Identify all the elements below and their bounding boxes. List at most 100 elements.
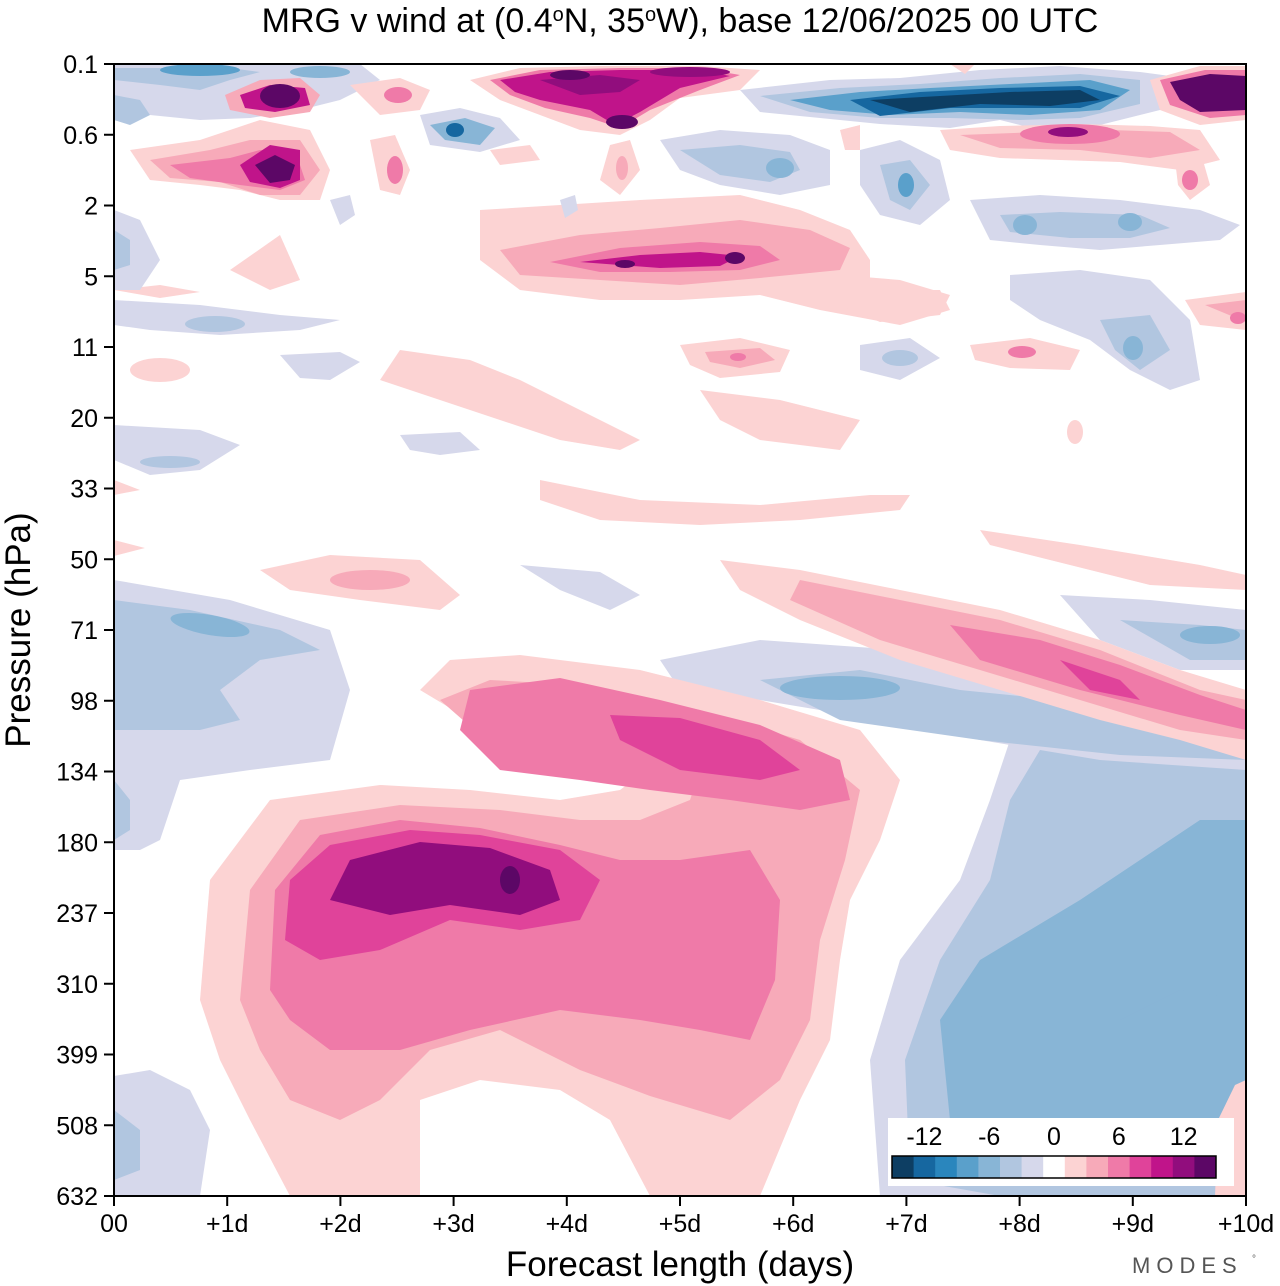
contour-region (766, 158, 794, 178)
y-tick-label: 134 (56, 759, 98, 787)
x-tick-label: 00 (100, 1210, 128, 1238)
contour-region (840, 125, 860, 150)
contour-region (114, 480, 140, 495)
contour-region (960, 130, 1200, 158)
colorbar-tick-label: 0 (1047, 1123, 1061, 1151)
contour-region (114, 230, 130, 270)
colorbar-cell (892, 1156, 914, 1178)
y-tick-label: 0.1 (63, 51, 98, 79)
x-tick-label: +10d (1218, 1210, 1274, 1238)
y-axis: 0.1 0.6 2 5 11 20 33 50 71 98 134 180 237 310 399 508 63… (56, 51, 114, 1211)
contour-region (520, 565, 640, 610)
y-tick-label: 632 (56, 1183, 98, 1211)
contour-region (330, 570, 410, 590)
contour-region (280, 352, 360, 380)
contour-region (114, 95, 150, 125)
contour-region (380, 350, 640, 450)
contour-region (840, 275, 950, 322)
contour-region (1013, 215, 1037, 235)
contour-region (1182, 170, 1198, 190)
contour-region (1123, 336, 1143, 360)
x-tick-label: +6d (772, 1210, 814, 1238)
contour-region (650, 67, 730, 77)
colorbar-tick-label: 12 (1170, 1123, 1198, 1151)
contour-region (255, 155, 295, 183)
colorbar-tick-label: -6 (978, 1123, 1000, 1151)
y-tick-label: 2 (84, 193, 98, 221)
x-tick-label: +9d (1112, 1210, 1154, 1238)
contour-region (114, 600, 320, 730)
contour-region (610, 715, 800, 780)
colorbar-tick-label: 6 (1112, 1123, 1126, 1151)
colorbar-cell (1151, 1156, 1174, 1178)
contour-region (185, 316, 245, 332)
y-tick-label: 399 (56, 1042, 98, 1070)
contour-region (1008, 346, 1036, 358)
contour-region (700, 390, 860, 450)
contour-region (980, 530, 1246, 590)
contour-region (500, 866, 520, 894)
contour-region (140, 456, 200, 468)
contour-region (780, 676, 900, 700)
colorbar-cell (1064, 1156, 1087, 1178)
contour-region (290, 66, 350, 78)
x-tick-label: +4d (546, 1210, 588, 1238)
contour-region (1060, 660, 1140, 700)
chart-title: MRG v wind at (0.4oN, 35oW), base 12/06/… (262, 2, 1099, 40)
y-tick-label: 508 (56, 1112, 98, 1140)
contour-region (170, 612, 250, 638)
colorbar-cell (935, 1156, 958, 1178)
contour-region (1180, 626, 1240, 644)
contour-region (330, 842, 560, 915)
contour-region (1118, 213, 1142, 231)
contour-region (114, 780, 130, 840)
contour-region (540, 75, 640, 95)
colorbar-cell (1021, 1156, 1044, 1178)
contour-region (725, 252, 745, 264)
x-tick-label: +3d (432, 1210, 474, 1238)
contour-region (384, 87, 412, 103)
y-tick-label: 0.6 (63, 122, 98, 150)
modes-brand: MODES (1132, 1253, 1243, 1278)
x-tick-label: +8d (998, 1210, 1040, 1238)
contour-region (950, 64, 975, 74)
contour-region (160, 64, 240, 76)
contour-region (550, 70, 590, 80)
x-tick-label: +1d (206, 1210, 248, 1238)
contour-region (882, 350, 918, 366)
contour-region (387, 156, 403, 184)
colorbar-cell (978, 1156, 1001, 1178)
y-tick-label: 310 (56, 971, 98, 999)
colorbar-tick-label: -12 (906, 1123, 942, 1151)
x-tick-label: +7d (885, 1210, 927, 1238)
contour-region (114, 1110, 140, 1180)
colorbar-cell (1194, 1156, 1217, 1178)
contour-region (446, 123, 464, 137)
y-tick-label: 11 (72, 334, 98, 362)
x-axis: 00 +1d +2d +3d +4d +5d +6d +7d +8d +9d +10d (100, 1196, 1274, 1238)
contour-region (898, 173, 914, 197)
y-tick-label: 50 (70, 546, 98, 574)
contour-region (260, 84, 300, 108)
colorbar-cell (1000, 1156, 1022, 1178)
colorbar: -12 -6 0 6 12 (888, 1118, 1234, 1186)
contour-region (606, 115, 638, 129)
brand-registered-mark: ° (1252, 1254, 1256, 1265)
y-tick-label: 237 (56, 900, 98, 928)
colorbar-cell (956, 1156, 979, 1178)
contour-region (1048, 127, 1088, 137)
x-tick-label: +2d (319, 1210, 361, 1238)
contour-region (114, 210, 160, 290)
plot-area (114, 64, 1246, 1196)
contour-region (330, 195, 355, 225)
contour-region (230, 235, 300, 290)
contour-region (1230, 312, 1246, 324)
y-tick-label: 71 (70, 617, 98, 645)
contour-region (540, 480, 910, 525)
contour-region (560, 195, 578, 218)
contour-region (616, 156, 628, 180)
x-tick-label: +5d (659, 1210, 701, 1238)
y-tick-label: 180 (56, 829, 98, 857)
colorbar-cell (913, 1156, 936, 1178)
y-tick-label: 33 (70, 476, 98, 504)
